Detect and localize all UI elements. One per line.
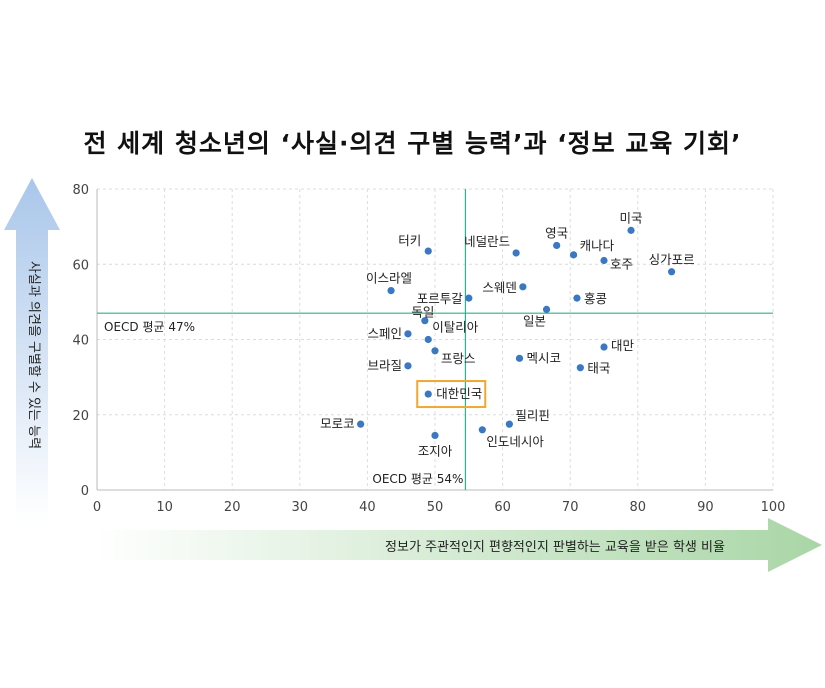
data-point [387,286,395,295]
data-point [519,283,527,291]
data-point [573,294,581,302]
data-point [576,364,584,372]
point-label: 스웨덴 [482,280,517,295]
y-tick-label: 0 [81,484,89,499]
point-label: 인도네시아 [486,434,544,449]
point-label: 조지아 [418,443,453,458]
point-label: 대만 [611,338,635,353]
y-tick-label: 40 [72,334,89,349]
data-point [600,256,608,265]
x-tick-label: 60 [494,500,511,515]
point-label: 캐나다 [580,238,615,253]
data-point [515,354,524,362]
x-tick-label: 80 [630,500,647,515]
x-tick-label: 50 [427,500,444,515]
data-point [424,335,432,344]
x-tick-label: 30 [292,500,309,515]
point-label: 브라질 [367,358,402,373]
y-tick-label: 20 [72,409,89,424]
point-label: 네덜란드 [464,234,510,249]
point-label: 터키 [398,233,421,248]
x-tick-label: 100 [761,500,786,515]
point-label: 대한민국 [436,386,482,401]
data-point [424,247,432,255]
point-label: 싱가포르 [649,252,695,267]
data-point [553,241,561,250]
point-label: 영국 [545,225,568,240]
x-tick-label: 0 [93,500,101,515]
data-point [404,330,412,338]
data-point [431,431,439,440]
point-label: 이탈리아 [432,320,479,335]
y-axis-arrow [4,178,60,522]
data-point [600,343,608,351]
data-point [357,420,365,428]
y-axis-label: 사실과 의견을 구별할 수 있는 능력 [26,261,41,449]
point-label: 모로코 [320,416,355,431]
point-label: 일본 [523,313,546,328]
data-point [478,426,486,434]
point-label: 호주 [610,256,633,271]
point-label: 독일 [411,305,434,320]
oecd-average-label-y: OECD 평균 47% [104,320,195,334]
data-point [424,390,432,398]
point-label: 미국 [620,210,643,225]
x-tick-label: 90 [697,500,714,515]
point-label: 홍콩 [584,291,607,306]
x-tick-label: 10 [156,500,173,515]
point-label: 태국 [587,361,610,376]
point-label: 프랑스 [441,351,476,366]
highlight-box [416,380,487,409]
chart-title: 전 세계 청소년의 ‘사실·의견 구별 능력’과 ‘정보 교육 기회’ [83,129,742,158]
x-axis-arrow [95,518,822,572]
y-tick-label: 60 [72,258,89,273]
point-label: 이스라엘 [366,271,412,286]
data-point [421,317,429,325]
data-point [512,249,520,257]
x-tick-label: 70 [562,500,579,515]
data-point [505,420,513,428]
point-label: 멕시코 [527,350,562,365]
point-label: 포르투갈 [417,291,464,306]
data-point [627,226,635,234]
data-point [569,251,578,259]
data-point [668,268,676,276]
oecd-average-label-x: OECD 평균 54% [372,472,463,486]
point-label: 스페인 [367,326,402,341]
x-tick-label: 40 [359,500,376,515]
data-point [404,362,412,370]
data-point [431,347,439,355]
point-label: 필리핀 [515,408,550,423]
x-axis-label: 정보가 주관적인지 편향적인지 판별하는 교육을 받은 학생 비율 [385,540,725,555]
data-point [465,294,473,302]
x-tick-label: 20 [224,500,241,515]
data-point [542,305,551,313]
y-tick-label: 80 [72,183,89,198]
